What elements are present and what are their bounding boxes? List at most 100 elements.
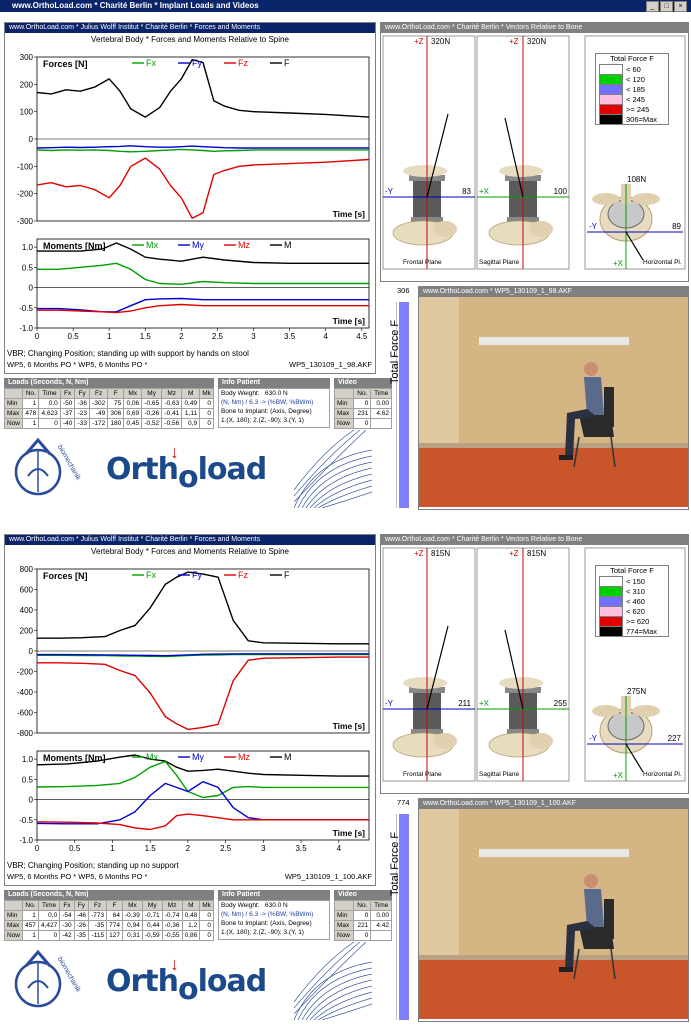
legend-item-label: < 460: [626, 596, 645, 606]
loads-col-header: My: [141, 900, 163, 911]
sagittal-plane-label: Sagittal Plane: [479, 259, 519, 266]
moments-chart: 1.00.50-0.5-1.00 0.5 1 1.5 2 2.5 3 3.5 4Moments …: [19, 750, 370, 853]
legend-item: >= 620: [596, 615, 668, 627]
horizontal-plus-x-label: +X: [613, 771, 624, 780]
logo-part-a: Orth: [106, 452, 179, 487]
horizontal-minus-y-label: -Y: [589, 222, 598, 231]
logo-area: biomechanik Orthoload ↓: [4, 426, 374, 510]
legend-item-label: 306=Max: [626, 114, 658, 124]
x-tick-label: 3: [251, 332, 256, 341]
logo-arrow-icon: ↓: [170, 954, 179, 974]
window-controls: _ □ ×: [646, 1, 687, 12]
time-axis-label: Time [s]: [333, 316, 366, 326]
loads-col-header: Fy: [73, 900, 90, 911]
series-line-mz: [36, 813, 369, 831]
loads-col-header: Time: [37, 900, 61, 911]
moments-label: Moments [Nm]: [43, 241, 106, 251]
loads-row-label: Now: [3, 930, 24, 941]
loads-cell: -37: [59, 408, 76, 419]
loads-col-header: F: [106, 900, 123, 911]
forces-chart: 300 200 100 0 -100 -200 -300 Forces [N] Time [s]…: [17, 53, 370, 226]
chart-heading: Vertebral Body * Forces and Moments Rela…: [91, 547, 289, 556]
legend-f: F: [284, 570, 290, 580]
horizontal-y-value: 227: [668, 734, 682, 743]
forces-moments-title: www.OrthoLoad.com * Julius Wolff Institu…: [5, 535, 375, 545]
video-cell: 0: [353, 910, 372, 921]
total-force-label: Total Force F: [389, 831, 401, 897]
sagittal-force-vector: [504, 629, 524, 710]
logo-part-o: o: [178, 460, 199, 495]
loads-cell: -0,71: [141, 910, 163, 921]
maximize-button[interactable]: □: [660, 1, 673, 12]
legend-fz: Fz: [238, 58, 248, 68]
legend-item: < 120: [596, 73, 668, 85]
loads-cell: 0,94: [121, 920, 143, 931]
legend-item: < 60: [596, 63, 668, 75]
forces-label: Forces [N]: [43, 571, 88, 581]
frontal-y-value: 211: [458, 699, 471, 708]
loads-row: Min 1 0,0 -54 -46 -773 64 -0,39 -0,71 -0,74 0,48 0: [3, 910, 214, 921]
info-patient-panel: Info Patient Body Weight: 630.0 N (N, Nm…: [218, 378, 330, 428]
x-tick-label: 2: [179, 332, 184, 341]
forces-label: Forces [N]: [43, 59, 88, 69]
loads-cell: -0,41: [161, 408, 183, 419]
sagittal-z-value: 320N: [527, 37, 546, 46]
loads-cell: 0,06: [123, 398, 143, 409]
loads-title: Loads (Seconds, N, Nm): [4, 378, 214, 388]
legend-f: F: [284, 58, 290, 68]
y-tick-label: 1.0: [22, 243, 34, 252]
y-tick-label: -400: [17, 688, 34, 697]
axis-line: 1.(X, 180); 2.(Z, -90); 3.(Y, 1): [221, 929, 304, 936]
body-weight-label: Body Weight:: [221, 390, 260, 397]
y-tick-label: -800: [17, 729, 34, 738]
info-patient-panel: Info Patient Body Weight: 630.0 N (N, Nm…: [218, 890, 330, 940]
video-table-panel: Video No. Time Min 0 0.00 Max 231 4.62 Now 0: [333, 378, 392, 429]
trial-description: VBR; Changing Position; standing up with…: [7, 349, 249, 358]
legend-mx: Mx: [146, 240, 158, 250]
vectors-view: +Z 320N -Y 83 Frontal Plane +Z 320N +X 100 Sagitt…: [382, 35, 686, 270]
logo-part-b: load: [197, 452, 268, 487]
video-table: No. Time Min 0 0.00 Max 221 4.42 Now 0: [333, 900, 392, 941]
body-weight-value: 630.0 N: [264, 902, 288, 909]
biomechanik-logo-icon: [14, 949, 62, 1008]
video-scene-image[interactable]: [419, 297, 688, 507]
legend-item-label: < 185: [626, 84, 645, 94]
sagittal-x-value: 255: [554, 699, 568, 708]
wave-pattern-icon: [294, 942, 372, 1020]
moments-chart: 1.00.50-0.5-1.00 0.5 1 1.5 2 2.5 3 3.5 4 4.5Momen…: [19, 238, 370, 341]
video-title: Video: [334, 890, 392, 900]
body-weight-value: 630.0 N: [264, 390, 288, 397]
loads-cell: 0: [199, 910, 214, 921]
loads-row-label: Min: [3, 910, 24, 921]
y-tick-label: 800: [20, 565, 34, 574]
close-button[interactable]: ×: [674, 1, 687, 12]
series-line-fz: [37, 656, 369, 731]
x-tick-label: 1.5: [145, 844, 157, 853]
legend-item: >= 245: [596, 103, 668, 115]
x-tick-label: 3.5: [284, 332, 296, 341]
minimize-button[interactable]: _: [646, 1, 659, 12]
legend-fz: Fz: [238, 570, 248, 580]
horizontal-force-value: 108N: [627, 175, 646, 184]
y-tick-label: 0: [29, 135, 34, 144]
legend-mx: Mx: [146, 752, 158, 762]
loads-col-header: Fz: [88, 388, 109, 399]
loads-cell: -773: [88, 910, 108, 921]
loads-cell: 4,623: [38, 408, 61, 419]
session-top: www.OrthoLoad.com * Julius Wolff Institu…: [0, 18, 691, 510]
video-row-label: Max: [333, 920, 355, 931]
loads-cell: 180: [107, 418, 125, 429]
loads-cell: -172: [88, 418, 109, 429]
legend-item: < 310: [596, 585, 668, 597]
video-col-header: [333, 900, 355, 911]
vectors-title: www.OrthoLoad.com * Charité Berlin * Vec…: [381, 23, 688, 33]
loads-cell: 75: [107, 398, 125, 409]
y-tick-label: 1.0: [22, 755, 34, 764]
loads-col-header: No.: [22, 900, 39, 911]
video-scene-image[interactable]: [419, 809, 688, 1019]
video-cell: [370, 930, 392, 941]
legend-title: Total Force F: [610, 54, 654, 63]
y-tick-label: 200: [20, 80, 34, 89]
frontal-force-vector: [426, 113, 449, 198]
logo-area: biomechanik Orthoload ↓: [4, 938, 374, 1022]
